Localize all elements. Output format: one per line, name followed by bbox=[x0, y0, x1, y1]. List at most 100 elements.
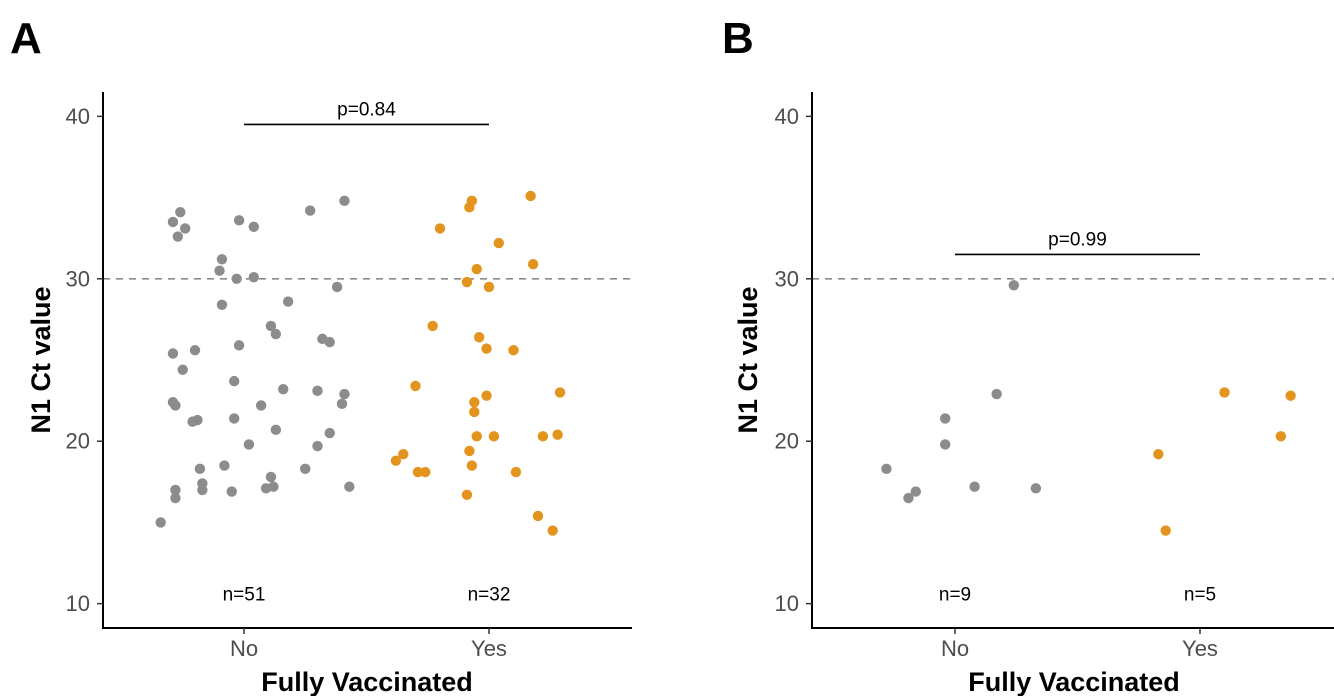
panel-b-letter: B bbox=[722, 14, 754, 63]
data-point-no bbox=[336, 398, 348, 410]
data-point-yes bbox=[469, 406, 480, 418]
y-tick-label-40: 40 bbox=[775, 104, 799, 129]
data-point-yes bbox=[434, 223, 446, 234]
n-label-no: n=51 bbox=[223, 584, 266, 605]
data-point-yes bbox=[1219, 387, 1230, 398]
x-tick-label-yes: Yes bbox=[1182, 636, 1218, 661]
data-point-yes bbox=[461, 489, 473, 501]
panel-a-letter: A bbox=[10, 14, 42, 63]
data-point-yes bbox=[1275, 431, 1287, 442]
data-point-yes bbox=[1285, 390, 1296, 401]
y-tick-label-40: 40 bbox=[66, 104, 90, 129]
data-point-no bbox=[233, 215, 245, 226]
data-point-no bbox=[300, 463, 311, 475]
data-point-yes bbox=[481, 390, 492, 401]
data-point-yes bbox=[532, 510, 544, 522]
p-value-label: p=0.84 bbox=[337, 99, 396, 120]
data-point-yes bbox=[466, 195, 478, 207]
data-point-yes bbox=[420, 466, 431, 478]
data-point-no bbox=[243, 439, 255, 450]
data-point-no bbox=[231, 273, 242, 284]
data-point-no bbox=[903, 492, 914, 504]
data-point-no bbox=[229, 375, 240, 387]
data-point-no bbox=[170, 492, 181, 504]
data-point-no bbox=[270, 424, 282, 436]
data-point-yes bbox=[410, 380, 421, 392]
data-point-no bbox=[187, 416, 198, 427]
data-points bbox=[881, 280, 1296, 536]
y-tick-label-10: 10 bbox=[66, 591, 90, 616]
x-tick-label-no: No bbox=[941, 636, 969, 661]
data-point-no bbox=[940, 439, 951, 450]
data-point-yes bbox=[508, 345, 519, 356]
y-tick-label-10: 10 bbox=[775, 591, 799, 616]
data-point-yes bbox=[554, 387, 566, 398]
x-axis-title: Fully Vaccinated bbox=[968, 667, 1180, 696]
data-point-yes bbox=[488, 431, 500, 442]
data-point-no bbox=[248, 221, 259, 233]
data-points bbox=[155, 190, 566, 536]
data-point-yes bbox=[464, 445, 475, 457]
data-point-no bbox=[312, 440, 323, 452]
data-point-no bbox=[304, 205, 316, 216]
p-value-label: p=0.99 bbox=[1048, 229, 1107, 250]
data-point-no bbox=[969, 481, 980, 492]
x-tick-label-yes: Yes bbox=[471, 636, 507, 661]
y-axis-ticks: 10 20 30 40 bbox=[66, 104, 103, 616]
y-axis-ticks: 10 20 30 40 bbox=[775, 104, 812, 616]
data-point-no bbox=[172, 231, 184, 242]
data-point-no bbox=[331, 281, 343, 293]
data-point-no bbox=[248, 271, 259, 283]
data-point-no bbox=[177, 364, 188, 375]
n-label-no: n=9 bbox=[939, 584, 971, 605]
data-point-no bbox=[991, 388, 1002, 400]
data-point-no bbox=[1030, 483, 1042, 494]
data-point-no bbox=[167, 216, 179, 228]
data-point-no bbox=[265, 320, 277, 332]
data-point-yes bbox=[412, 466, 424, 478]
data-point-no bbox=[219, 460, 230, 471]
data-point-yes bbox=[493, 237, 504, 249]
data-point-yes bbox=[471, 263, 482, 275]
x-axis-title: Fully Vaccinated bbox=[261, 667, 473, 696]
data-point-yes bbox=[390, 455, 402, 466]
data-point-yes bbox=[474, 332, 485, 343]
data-point-no bbox=[278, 384, 289, 395]
data-point-no bbox=[167, 397, 179, 408]
data-point-yes bbox=[547, 525, 558, 536]
data-point-yes bbox=[471, 431, 482, 442]
y-axis-title: N1 Ct value bbox=[26, 286, 56, 433]
y-tick-label-20: 20 bbox=[775, 429, 799, 454]
y-tick-label-30: 30 bbox=[775, 266, 799, 291]
data-point-no bbox=[265, 471, 277, 483]
data-point-no bbox=[175, 206, 186, 218]
data-point-yes bbox=[552, 429, 563, 440]
y-tick-label-20: 20 bbox=[66, 429, 90, 454]
data-point-no bbox=[881, 463, 892, 475]
data-point-yes bbox=[537, 431, 549, 442]
data-point-no bbox=[197, 484, 208, 496]
data-point-no bbox=[155, 517, 166, 528]
data-point-yes bbox=[427, 320, 438, 332]
data-point-yes bbox=[510, 466, 522, 478]
data-point-no bbox=[339, 195, 350, 207]
n-label-yes: n=5 bbox=[1184, 584, 1216, 605]
data-point-yes bbox=[483, 281, 495, 293]
data-point-no bbox=[910, 486, 921, 497]
data-point-no bbox=[180, 223, 191, 234]
data-point-yes bbox=[1160, 525, 1171, 536]
data-point-no bbox=[312, 385, 323, 397]
data-point-no bbox=[1008, 280, 1019, 291]
data-point-yes bbox=[525, 190, 536, 202]
n-label-yes: n=32 bbox=[468, 584, 511, 605]
data-point-no bbox=[339, 388, 350, 400]
data-point-no bbox=[324, 427, 335, 439]
data-point-no bbox=[216, 299, 228, 310]
data-point-no bbox=[170, 484, 181, 496]
panel-b: B p=0.99 n=9 n=5 10 20 30 40 No Yes Full… bbox=[722, 14, 1334, 696]
data-point-yes bbox=[1153, 449, 1164, 460]
data-point-yes bbox=[469, 397, 480, 408]
data-point-no bbox=[255, 400, 267, 411]
data-point-no bbox=[344, 481, 355, 492]
